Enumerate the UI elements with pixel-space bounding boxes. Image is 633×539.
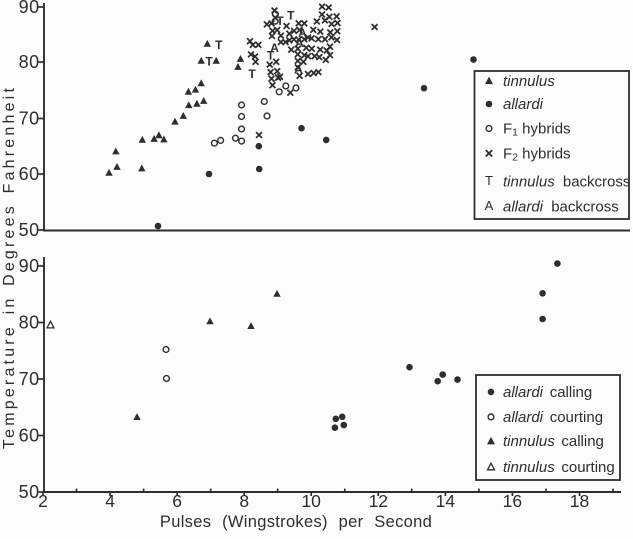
svg-text:T: T xyxy=(215,38,223,52)
svg-text:80: 80 xyxy=(19,313,40,333)
svg-text:tinnulus: tinnulus xyxy=(503,73,555,90)
svg-text:allardi calling: allardi calling xyxy=(503,384,592,401)
svg-text:Temperature in Degrees Fahrenh: Temperature in Degrees Fahrenheit xyxy=(1,85,18,449)
svg-text:8: 8 xyxy=(239,491,249,511)
svg-text:80: 80 xyxy=(19,52,40,72)
svg-text:tinnulus calling: tinnulus calling xyxy=(503,433,604,450)
svg-text:T: T xyxy=(267,48,275,62)
svg-text:allardi courting: allardi courting xyxy=(503,409,603,426)
svg-text:70: 70 xyxy=(19,369,40,389)
svg-text:A: A xyxy=(485,198,494,213)
svg-text:A: A xyxy=(294,62,303,76)
svg-text:2: 2 xyxy=(38,491,48,511)
svg-text:A: A xyxy=(270,41,279,55)
svg-text:Pulses (Wingstrokes) per Secon: Pulses (Wingstrokes) per Second xyxy=(160,513,432,531)
svg-text:T: T xyxy=(276,14,284,28)
svg-text:allardi backcross: allardi backcross xyxy=(503,199,619,216)
svg-text:T: T xyxy=(287,9,295,23)
svg-text:A: A xyxy=(295,36,304,50)
svg-text:50: 50 xyxy=(19,482,40,502)
svg-text:60: 60 xyxy=(19,164,40,184)
svg-text:50: 50 xyxy=(19,220,40,240)
svg-text:T: T xyxy=(205,55,213,69)
svg-text:T: T xyxy=(248,67,256,81)
svg-text:6: 6 xyxy=(172,491,182,511)
svg-text:60: 60 xyxy=(19,426,40,446)
svg-text:tinnulus courting: tinnulus courting xyxy=(503,459,615,476)
svg-text:10: 10 xyxy=(301,491,321,511)
svg-text:90: 90 xyxy=(19,256,40,276)
svg-text:F2 hybrids: F2 hybrids xyxy=(503,145,571,163)
svg-text:18: 18 xyxy=(570,491,589,511)
svg-text:T: T xyxy=(485,173,493,188)
svg-text:allardi: allardi xyxy=(503,96,544,113)
svg-text:4: 4 xyxy=(105,491,115,511)
svg-text:tinnulus backcross: tinnulus backcross xyxy=(503,174,630,191)
svg-text:90: 90 xyxy=(19,0,40,17)
svg-text:14: 14 xyxy=(436,491,456,511)
svg-text:F1 hybrids: F1 hybrids xyxy=(503,121,571,139)
svg-text:70: 70 xyxy=(19,109,40,129)
svg-text:A: A xyxy=(298,26,307,40)
svg-text:16: 16 xyxy=(503,491,522,511)
svg-text:12: 12 xyxy=(369,491,388,511)
